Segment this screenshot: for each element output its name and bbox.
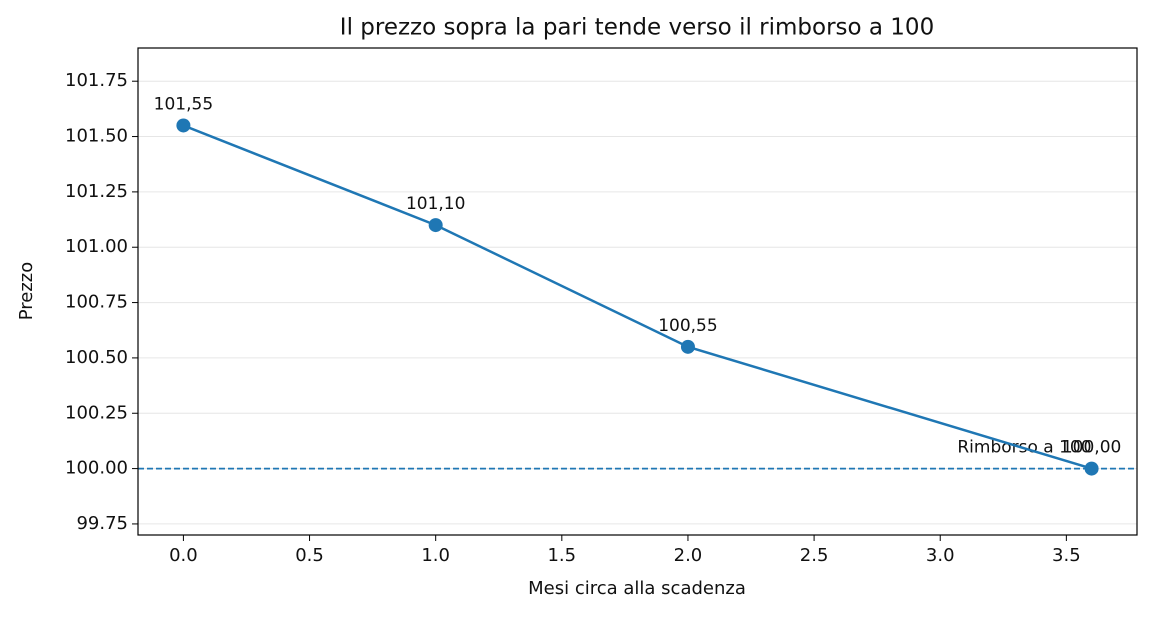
y-tick-label: 100.00 <box>65 458 128 479</box>
data-point <box>176 118 191 133</box>
plot-frame <box>137 47 1138 536</box>
chart-title: Il prezzo sopra la pari tende verso il r… <box>340 15 934 41</box>
x-tick-label: 2.0 <box>674 545 703 566</box>
x-tick-label: 1.5 <box>547 545 576 566</box>
data-line <box>182 124 1092 470</box>
y-tick-label: 101.50 <box>65 126 128 147</box>
y-axis-label: Prezzo <box>16 262 37 321</box>
data-label: 101,55 <box>154 94 213 114</box>
y-tick-label: 100.25 <box>65 402 128 423</box>
x-tick-label: 3.5 <box>1052 545 1081 566</box>
x-tick-label: 0.0 <box>169 545 198 566</box>
data-label: 100,00 <box>1062 438 1121 458</box>
data-label: 101,10 <box>406 194 465 214</box>
x-tick-label: 0.5 <box>295 545 324 566</box>
y-tick-label: 99.75 <box>76 513 128 534</box>
x-axis-label: Mesi circa alla scadenza <box>528 578 746 599</box>
y-tick-label: 101.25 <box>65 181 128 202</box>
y-tick-label: 101.75 <box>65 70 128 91</box>
x-tick-label: 3.0 <box>926 545 955 566</box>
y-tick-label: 100.50 <box>65 347 128 368</box>
data-point <box>428 218 443 233</box>
y-tick-label: 100.75 <box>65 292 128 313</box>
data-point <box>1084 461 1099 476</box>
data-label: 100,55 <box>658 316 717 336</box>
x-tick-label: 2.5 <box>800 545 829 566</box>
y-tick-label: 101.00 <box>65 236 128 257</box>
x-tick-label: 1.0 <box>421 545 450 566</box>
data-point <box>680 339 695 354</box>
